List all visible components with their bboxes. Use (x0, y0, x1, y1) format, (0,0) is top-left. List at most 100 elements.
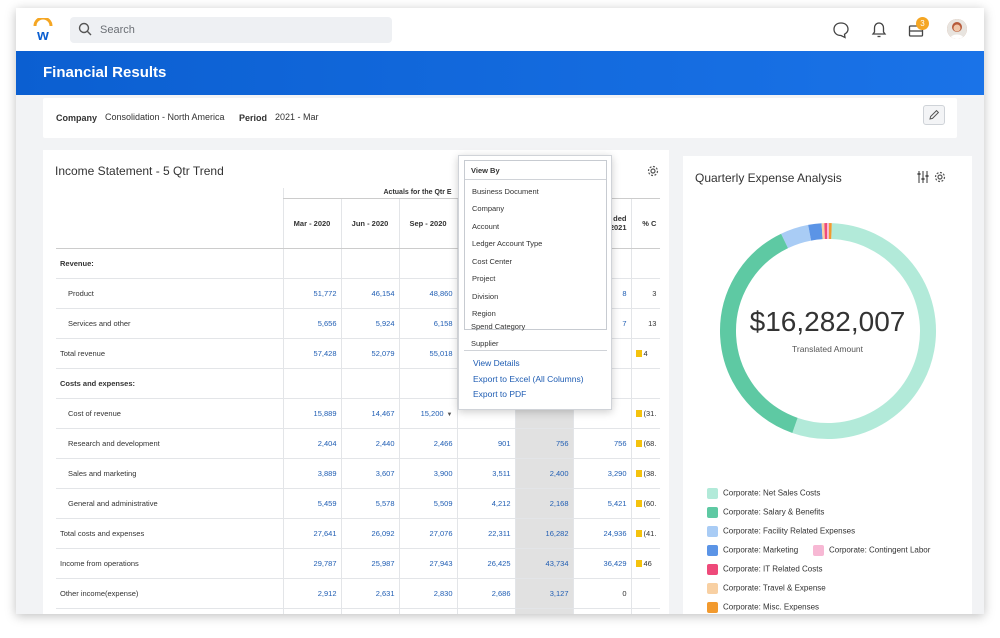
table-cell[interactable]: 3,900 (398, 458, 457, 489)
table-cell: (38. (643, 468, 657, 478)
table-cell[interactable]: 5,421 (572, 488, 631, 519)
chat-icon[interactable] (832, 21, 850, 39)
legend-item[interactable]: Corporate: IT Related Costs (707, 564, 822, 575)
view-details-link[interactable]: View Details (473, 358, 520, 368)
row-label: Research and development (56, 428, 283, 459)
table-cell[interactable]: 2,686 (456, 578, 515, 609)
company-value[interactable]: Consolidation - North America (105, 112, 225, 122)
legend-item[interactable]: Corporate: Net Sales Costs (707, 488, 820, 499)
table-cell (630, 578, 661, 609)
legend-item[interactable]: Corporate: Contingent Labor (813, 545, 930, 556)
table-cell[interactable]: 2,466 (398, 428, 457, 459)
table-cell[interactable]: 5,656 (282, 308, 341, 339)
menu-item-division[interactable]: Division (472, 292, 499, 301)
table-cell[interactable]: 22,311 (456, 517, 515, 549)
legend-label: Corporate: Contingent Labor (829, 545, 931, 555)
filter-sliders-icon[interactable] (916, 170, 930, 184)
table-cell[interactable]: 2,404 (282, 428, 341, 459)
avatar[interactable] (947, 19, 967, 39)
gear-icon[interactable] (646, 164, 660, 178)
column-header[interactable]: % C (630, 198, 661, 249)
donut-segment[interactable] (792, 223, 936, 439)
table-cell[interactable]: 5,459 (282, 488, 341, 519)
table-cell[interactable]: 15,200 (420, 408, 444, 418)
table-cell[interactable]: 25,987 (340, 547, 399, 579)
flag-icon (635, 440, 642, 448)
table-cell[interactable]: 16,282 (514, 517, 573, 549)
column-header[interactable]: Jun - 2020 (340, 198, 399, 249)
donut-segment[interactable] (720, 233, 798, 433)
table-cell[interactable]: 24,936 (572, 517, 631, 549)
legend-swatch (707, 583, 718, 594)
table-cell[interactable]: 2,631 (340, 578, 399, 609)
table-cell[interactable]: 27,641 (282, 517, 341, 549)
edit-button[interactable] (923, 105, 945, 125)
flag-icon (635, 500, 642, 508)
inbox-badge: 3 (916, 17, 929, 30)
table-cell[interactable]: 5,509 (398, 488, 457, 519)
bell-icon[interactable] (870, 21, 888, 39)
table-cell[interactable]: 3,511 (456, 458, 515, 489)
export-excel-link[interactable]: Export to Excel (All Columns) (473, 374, 584, 384)
table-cell[interactable]: 43,734 (514, 547, 573, 579)
table-cell[interactable]: 57,428 (282, 337, 341, 369)
table-cell[interactable]: 26,092 (340, 517, 399, 549)
table-cell[interactable]: 3,889 (282, 458, 341, 489)
row-label: Services and other (56, 308, 283, 339)
menu-item-company[interactable]: Company (472, 204, 505, 213)
legend-item[interactable]: Corporate: Facility Related Expenses (707, 526, 855, 537)
table-cell[interactable]: 15,889 (282, 398, 341, 429)
table-cell[interactable]: 36,429 (572, 547, 631, 579)
menu-item-account[interactable]: Account (472, 222, 500, 231)
table-cell[interactable]: 14,467 (340, 398, 399, 429)
menu-item-cost-center[interactable]: Cost Center (472, 257, 513, 266)
table-cell[interactable]: 901 (456, 428, 515, 459)
menu-item-business-document[interactable]: Business Document (472, 187, 539, 196)
table-cell[interactable]: 46,154 (340, 278, 399, 309)
table-cell[interactable]: 5,578 (340, 488, 399, 519)
legend-item[interactable]: Corporate: Salary & Benefits (707, 507, 824, 518)
table-cell[interactable]: 52,079 (340, 337, 399, 369)
table-cell[interactable]: 26,425 (456, 547, 515, 579)
period-value[interactable]: 2021 - Mar (275, 112, 319, 122)
workday-logo[interactable]: w (32, 18, 54, 42)
column-header[interactable]: Sep - 2020 (398, 198, 457, 249)
table-cell[interactable]: 48,860 (398, 278, 457, 309)
menu-item-project[interactable]: Project (472, 274, 496, 283)
table-row: Other income(expense) 2,912 2,631 2,830 … (56, 578, 661, 609)
table-cell[interactable]: 756 (514, 428, 573, 459)
app-window: w Search 3 (16, 8, 984, 614)
legend-item[interactable]: Corporate: Misc. Expenses (707, 602, 819, 613)
caret-down-icon[interactable]: ▼ (446, 411, 453, 418)
table-cell[interactable]: 4,212 (456, 488, 515, 519)
column-header[interactable]: Mar - 2020 (282, 198, 341, 249)
table-cell[interactable]: 2,400 (514, 458, 573, 489)
table-cell[interactable]: 2,830 (398, 578, 457, 609)
table-cell[interactable]: 6,158 (398, 308, 457, 339)
search-bar[interactable]: Search (70, 17, 392, 43)
table-cell[interactable]: 51,772 (282, 278, 341, 309)
legend-item[interactable]: Corporate: Travel & Expense (707, 583, 826, 594)
table-cell[interactable]: 3,290 (572, 458, 631, 489)
table-cell[interactable]: 3,607 (340, 458, 399, 489)
table-cell[interactable]: 3,127 (514, 578, 573, 609)
gear-icon[interactable] (933, 170, 947, 184)
donut-segment[interactable] (808, 223, 823, 241)
expense-donut-chart[interactable] (713, 216, 943, 446)
table-cell[interactable]: 27,943 (398, 547, 457, 579)
donut-segment[interactable] (781, 224, 812, 249)
legend-item[interactable]: Corporate: Marketing (707, 545, 798, 556)
menu-item-spend-category[interactable]: Spend Category (471, 322, 526, 331)
table-cell[interactable]: 55,018 (398, 337, 457, 369)
menu-item-supplier[interactable]: Supplier (471, 339, 499, 348)
table-cell[interactable]: 27,076 (398, 517, 457, 549)
table-cell[interactable]: 2,168 (514, 488, 573, 519)
table-cell[interactable]: 5,924 (340, 308, 399, 339)
table-cell[interactable]: 756 (572, 428, 631, 459)
table-cell[interactable]: 29,787 (282, 547, 341, 579)
menu-item-ledger-account-type[interactable]: Ledger Account Type (472, 239, 543, 248)
table-cell[interactable]: 2,912 (282, 578, 341, 609)
menu-item-region[interactable]: Region (472, 309, 496, 318)
table-cell[interactable]: 2,440 (340, 428, 399, 459)
export-pdf-link[interactable]: Export to PDF (473, 389, 527, 399)
